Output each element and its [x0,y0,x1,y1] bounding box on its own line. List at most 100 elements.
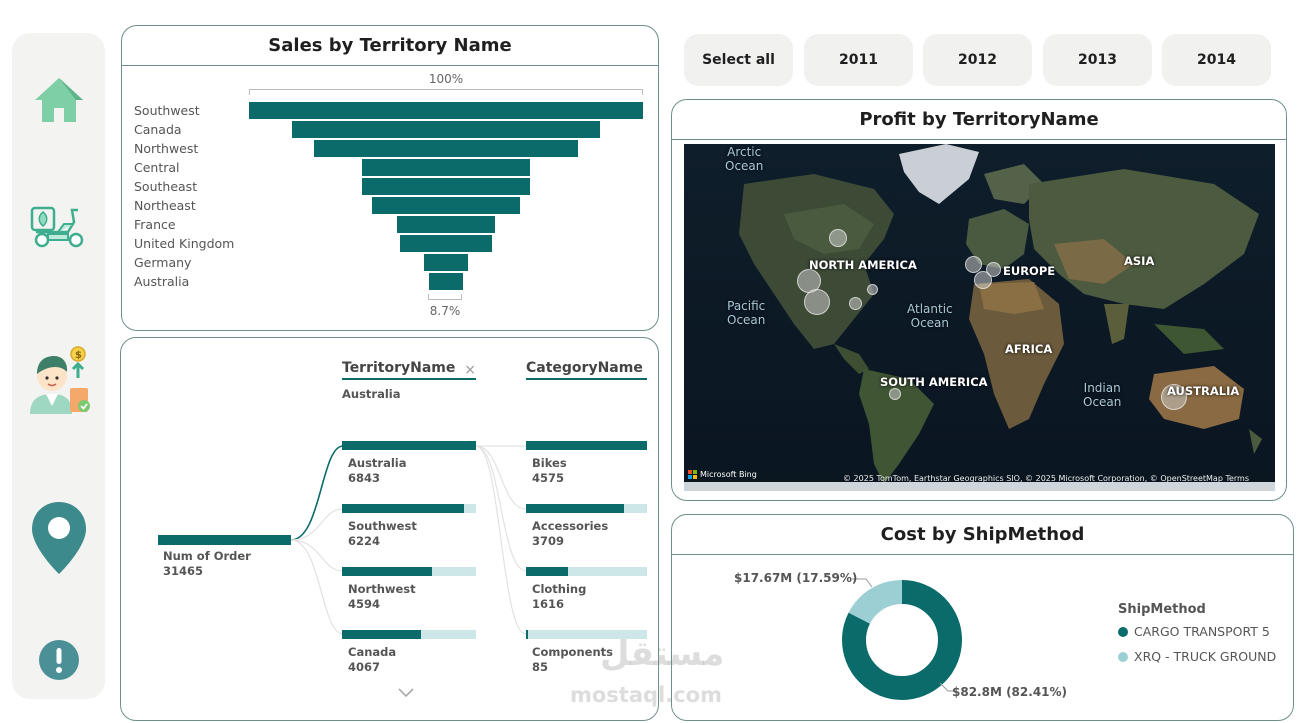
map-bubble-germany[interactable] [986,262,1001,277]
territory-bar-track[interactable] [342,504,476,513]
funnel-top-percent: 100% [428,72,464,86]
funnel-bar[interactable] [249,102,643,119]
legend-title: ShipMethod [1118,602,1206,617]
year-2011-button[interactable]: 2011 [804,34,913,86]
info-button[interactable] [26,625,92,695]
territory-column: Australia 6843 Southwest 6224 Northwest 4594 C… [342,441,476,691]
watermark-latin: mostaql.com [570,683,722,707]
funnel-bar[interactable] [372,197,520,214]
donut-leader-lines [852,578,954,692]
cost-donut-chart [842,580,962,700]
territory-bar-track[interactable] [342,441,476,450]
map-bubble-central[interactable] [849,297,862,310]
funnel-label: Canada [134,122,182,137]
atlantic-line-2: Ocean [910,316,950,330]
decomposition-links [290,445,527,635]
category-bar-track[interactable] [526,630,647,639]
category-bar-track[interactable] [526,567,647,576]
funnel-label: Northwest [134,141,199,156]
map-bubble-southwest-2[interactable] [804,289,830,315]
indian-line-2: Ocean [1083,395,1122,409]
funnel-bar[interactable] [424,254,468,271]
funnel-bar[interactable] [292,121,600,138]
legend-label-xrq: XRQ - TRUCK GROUND [1134,649,1277,664]
donut-slice-1[interactable] [842,580,962,700]
map-label-indian-ocean: Indian Ocean [1083,381,1121,409]
funnel-label: Northeast [134,198,196,213]
home-icon [35,78,83,122]
map-bubble-south-america[interactable] [889,388,901,400]
category-value: 85 [532,660,549,674]
sidebar: $ [12,33,105,699]
map-bubble-northeast[interactable] [867,284,878,295]
profit-map-title: Profit by TerritoryName [672,100,1286,140]
donut-label-xrq: $17.67M (17.59%) [734,571,858,585]
funnel-bar[interactable] [362,178,530,195]
svg-text:$: $ [75,350,82,361]
world-map[interactable]: NORTH AMERICA EUROPE ASIA AFRICA SOUTH A… [684,144,1275,491]
donut-label-cargo: $82.8M (82.41%) [952,685,1068,699]
funnel-bar[interactable] [428,273,464,290]
category-label: Accessories [532,519,609,533]
territory-bar-fill [342,630,422,639]
category-label: Clothing [532,582,587,596]
map-label-europe: EUROPE [1003,264,1056,278]
legend-item-xrq[interactable]: XRQ - TRUCK GROUND [1118,649,1276,664]
category-column-header[interactable]: CategoryName [526,360,647,380]
close-icon[interactable]: × [464,362,476,378]
atlantic-line-1: Atlantic [907,302,953,316]
map-label-africa: AFRICA [1005,342,1053,356]
category-bar-track[interactable] [526,441,647,450]
funnel-bar[interactable] [400,235,492,252]
funnel-top-bracket [249,89,643,95]
funnel-label: Germany [134,255,192,270]
root-value: 31465 [163,564,204,578]
microsoft-logo-icon [688,470,697,479]
select-all-button[interactable]: Select all [684,34,793,86]
arctic-line-1: Arctic [727,145,762,159]
sales-by-territory-title: Sales by Territory Name [122,26,658,66]
location-button[interactable] [26,502,92,574]
sales-person-button[interactable]: $ [26,345,92,415]
legend-item-cargo[interactable]: CARGO TRANSPORT 5 [1118,624,1270,639]
map-bubble-northwest[interactable] [829,229,847,247]
map-bubble-uk[interactable] [965,256,982,273]
funnel-bottom-bracket [428,294,462,300]
map-attribution: © 2025 TomTom, Earthstar Geographics SIO… [843,474,1249,483]
map-bubble-australia[interactable] [1161,384,1187,410]
map-label-pacific-ocean: Pacific Ocean [727,299,765,327]
legend-label-cargo: CARGO TRANSPORT 5 [1134,624,1270,639]
bing-text: Microsoft Bing [700,470,757,479]
world-map-image [684,144,1275,491]
map-bubble-france[interactable] [974,271,992,289]
category-bar-fill [526,504,624,513]
delivery-button[interactable] [26,189,92,259]
category-value: 1616 [532,597,565,611]
home-button[interactable] [26,65,92,135]
territory-bar-fill [342,441,476,450]
territory-filter-value: Australia [342,387,401,401]
map-label-atlantic-ocean: Atlantic Ocean [907,302,953,330]
territory-bar-track[interactable] [342,630,476,639]
territory-column-title: TerritoryName [342,360,456,376]
year-2013-button[interactable]: 2013 [1043,34,1152,86]
funnel-label: Southeast [134,179,198,194]
legend-dot-xrq [1118,651,1128,662]
root-bar[interactable] [158,535,291,545]
pacific-line-1: Pacific [727,299,766,313]
territory-bar-track[interactable] [342,567,476,576]
funnel-bar[interactable] [314,140,578,157]
funnel-label: Australia [134,274,190,289]
category-bar-track[interactable] [526,504,647,513]
arctic-line-2: Ocean [725,159,764,173]
legend-dot-cargo [1118,626,1128,637]
territory-column-header[interactable]: TerritoryName × [342,360,476,380]
funnel-bar[interactable] [396,216,496,233]
funnel-label: France [134,217,176,232]
year-2014-button[interactable]: 2014 [1162,34,1271,86]
year-2012-button[interactable]: 2012 [923,34,1032,86]
chevron-down-icon[interactable] [398,688,414,698]
category-bar-fill [526,567,569,576]
funnel-bar[interactable] [362,159,530,176]
root-label: Num of Order [163,549,251,563]
